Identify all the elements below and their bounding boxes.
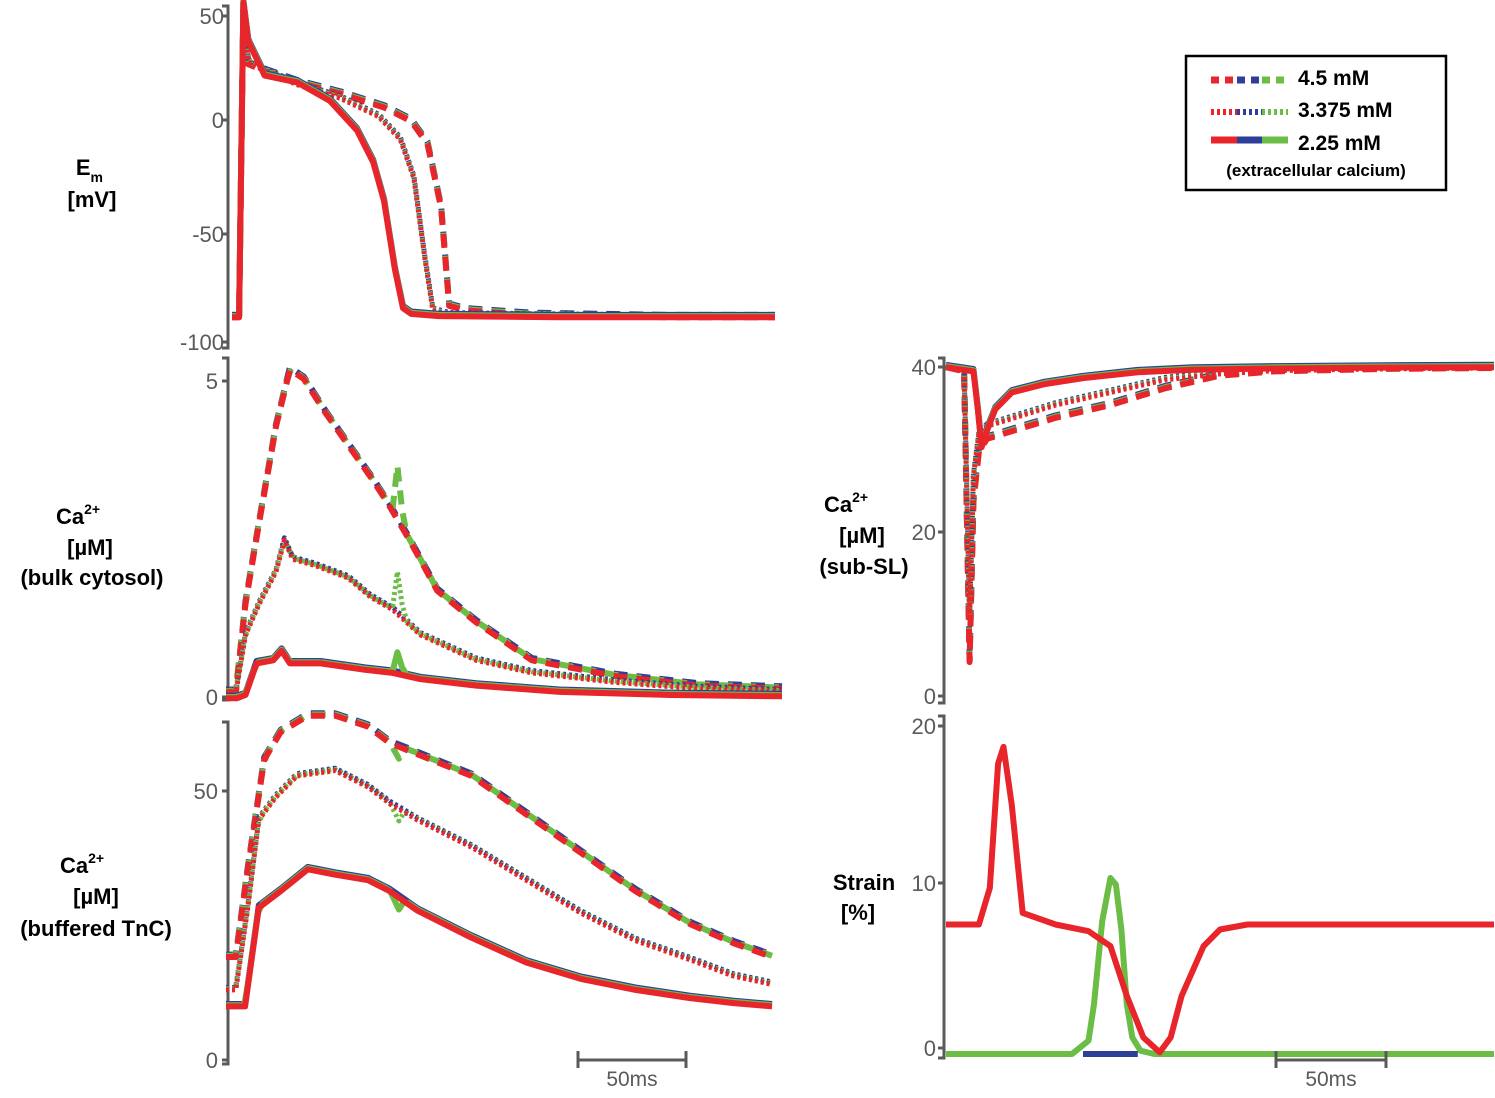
tnc-trace-solid-blue <box>226 863 773 1007</box>
bulk-ylabel-sup: 2+ <box>84 501 100 517</box>
svg-text:Em: Em <box>76 155 103 185</box>
subsl-tick-label: 0 <box>924 684 936 709</box>
svg-text:Ca2+: Ca2+ <box>56 501 100 529</box>
subsl-trace-solid-blue <box>945 361 1495 448</box>
subsl-trace-dotted-green <box>945 363 1495 622</box>
legend-label-solid: 2.25 mM <box>1298 132 1381 155</box>
em-y-axis <box>222 4 230 350</box>
subsl-ylabel-region: (sub-SL) <box>819 554 908 579</box>
subsl-ylabel-unit: [µM] <box>839 523 885 548</box>
subsl-trace-dotted-red <box>945 364 1495 623</box>
subsl-trace-solid-green <box>945 363 1495 449</box>
legend-swatches <box>1211 76 1288 144</box>
scalebar-right: 50ms <box>1274 1051 1388 1091</box>
em-ylabel-main: E <box>76 155 91 180</box>
em-ylabel: Em [mV] <box>68 155 117 212</box>
tnc-ylabel-region: (buffered TnC) <box>20 916 172 941</box>
em-trace-dashed-red <box>232 4 775 321</box>
strain-ylabel: Strain [%] <box>833 870 895 925</box>
strain-tick-label: 20 <box>912 714 936 739</box>
em-trace-dotted-green <box>232 3 775 319</box>
bulk-ylabel: Ca2+ [µM] (bulk cytosol) <box>20 501 163 590</box>
em-tick-label: -100 <box>180 330 224 355</box>
strain-trace-green <box>946 875 1494 1057</box>
em-trace-dashed-green <box>232 3 775 320</box>
subsl-tick-label: 40 <box>912 355 936 380</box>
em-trace-dotted-red <box>232 4 775 320</box>
em-trace-dotted-blue <box>232 2 775 318</box>
tnc-tick-label: 50 <box>194 779 218 804</box>
tnc-ylabel-sup: 2+ <box>88 850 104 866</box>
tnc-trace-solid-green <box>226 865 773 1009</box>
subsl-ylabel: Ca2+ [µM] (sub-SL) <box>819 489 908 579</box>
em-ylabel-sub: m <box>91 169 103 185</box>
tnc-trace-dashed-green <box>226 711 774 959</box>
em-trace-solid-red <box>232 0 775 321</box>
tnc-ylabel-main: Ca <box>60 853 89 878</box>
strain-trace-red <box>946 743 1494 1056</box>
strain-panel: 20 10 0 <box>912 714 1494 1061</box>
bulk-tick-label: 5 <box>206 369 218 394</box>
subsl-ylabel-sup: 2+ <box>852 489 868 505</box>
tnc-trace-dashed-blue <box>226 710 774 958</box>
buffered-tnc-panel: 50 0 <box>194 710 774 1073</box>
subsl-trace-dotted-blue <box>945 362 1495 621</box>
svg-text:Ca2+: Ca2+ <box>60 850 104 878</box>
sub-sl-panel: 40 20 0 <box>912 355 1495 709</box>
subsl-tick-label: 20 <box>912 520 936 545</box>
tnc-trace-dotted-green <box>226 766 773 992</box>
bulk-ylabel-main: Ca <box>56 504 85 529</box>
tnc-trace-solid-red <box>226 866 773 1010</box>
em-tick-label: 50 <box>200 4 224 29</box>
tnc-ylabel: Ca2+ [µM] (buffered TnC) <box>20 850 172 941</box>
subsl-trace-dashed-red <box>945 364 1495 666</box>
tnc-trace-dashed-red <box>226 712 774 961</box>
bulk-tick-label: 0 <box>206 685 218 710</box>
bulk-cytosol-panel: 50 <box>206 356 783 710</box>
subsl-trace-solid-red <box>945 364 1495 451</box>
subsl-ylabel-main: Ca <box>824 492 853 517</box>
bulk-ylabel-unit: [µM] <box>67 535 113 560</box>
em-trace-solid-green <box>232 0 775 320</box>
em-trace-solid-blue <box>232 0 775 318</box>
strain-tick-label: 10 <box>912 871 936 896</box>
scalebar-left: 50ms <box>576 1051 688 1091</box>
scalebar-left-label: 50ms <box>606 1068 657 1091</box>
strain-ylabel-main: Strain <box>833 870 895 895</box>
scalebar-right-label: 50ms <box>1305 1068 1356 1091</box>
bulk-trace-dashed-green <box>226 366 783 694</box>
tnc-tick-label: 0 <box>206 1048 218 1073</box>
subsl-trace-dashed-blue <box>945 361 1495 663</box>
strain-ylabel-unit: [%] <box>841 900 875 925</box>
bulk-ylabel-region: (bulk cytosol) <box>20 565 163 590</box>
bulk-trace-dotted-red <box>226 537 783 695</box>
bulk-y-axis <box>222 356 230 702</box>
legend-label-dotted: 3.375 mM <box>1298 99 1393 122</box>
em-panel: 50 0 -50 -100 <box>180 0 775 355</box>
legend-note: (extracellular calcium) <box>1226 161 1406 180</box>
tnc-y-axis <box>222 720 230 1066</box>
legend: 4.5 mM 3.375 mM 2.25 mM (extracellular c… <box>1184 54 1448 192</box>
em-ylabel-unit: [mV] <box>68 187 117 212</box>
tnc-ylabel-unit: [µM] <box>73 884 119 909</box>
em-trace-dashed-blue <box>232 1 775 318</box>
svg-text:Ca2+: Ca2+ <box>824 489 868 517</box>
bulk-trace-solid-red <box>226 647 783 702</box>
tnc-trace-dotted-blue <box>226 765 773 990</box>
strain-tick-label: 0 <box>924 1036 936 1061</box>
legend-label-dashed: 4.5 mM <box>1298 67 1369 90</box>
strain-y-axis <box>938 714 946 1060</box>
bulk-trace-dashed-red <box>226 366 783 695</box>
tnc-trace-dotted-red <box>226 768 773 993</box>
em-tick-label: 0 <box>212 108 224 133</box>
subsl-trace-dashed-green <box>945 363 1495 664</box>
em-tick-label: -50 <box>192 222 224 247</box>
